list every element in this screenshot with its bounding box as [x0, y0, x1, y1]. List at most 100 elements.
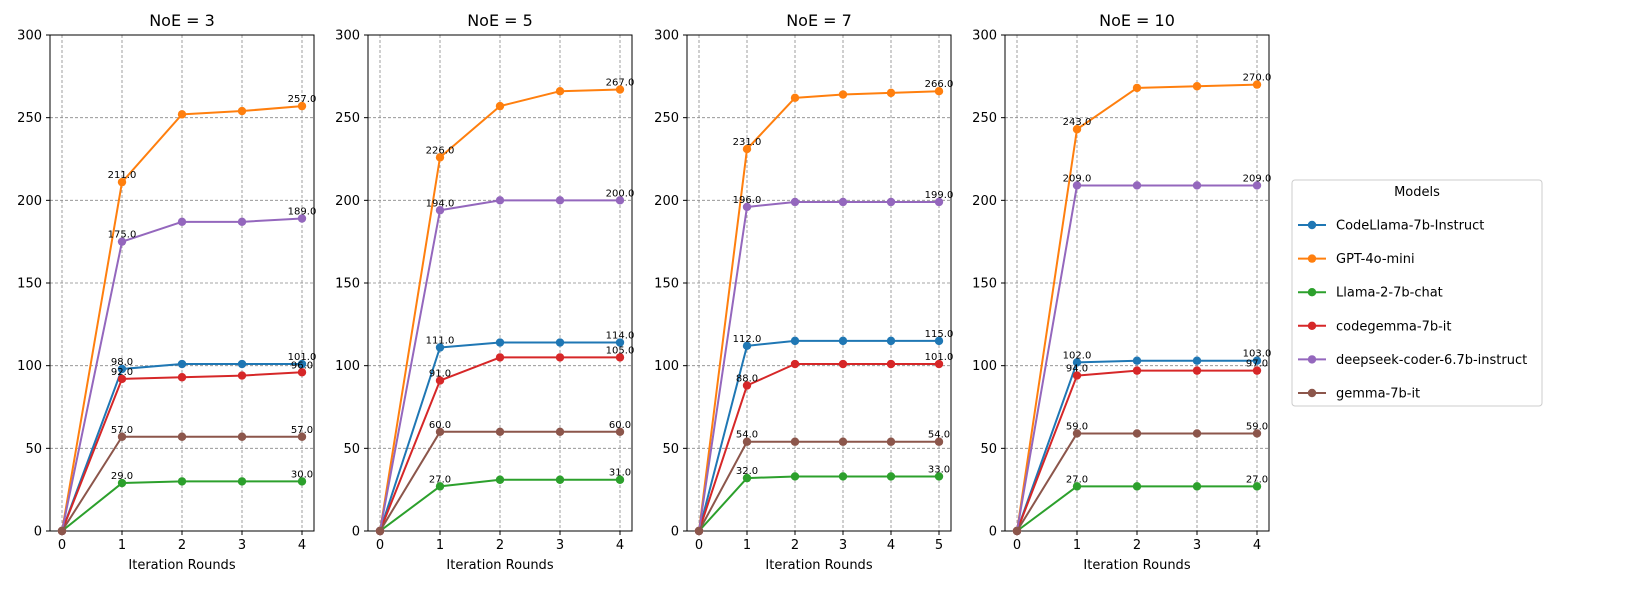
series-codegemma-7b-it: 88.0 101.0 [694, 352, 954, 536]
data-point [435, 376, 445, 385]
data-point [297, 101, 307, 111]
data-label: 199.0 [925, 190, 954, 201]
series-line [698, 90, 940, 532]
data-point [237, 359, 247, 369]
series-gemma-7b-it: 60.0 60.0 [375, 420, 631, 536]
x-tick-label: 1 [436, 538, 444, 553]
data-point [886, 359, 896, 369]
x-tick-label: 4 [616, 538, 624, 553]
data-point [237, 106, 247, 116]
data-label: 96.0 [291, 360, 313, 371]
data-point [838, 472, 848, 481]
panel-title: NoE = 10 [1099, 11, 1175, 30]
data-point [1252, 80, 1262, 89]
series-gpt-4o-mini: 226.0 267.0 [375, 78, 634, 536]
x-tick-label: 2 [791, 538, 799, 553]
panel-title: NoE = 3 [149, 11, 215, 30]
panel-title: NoE = 7 [786, 11, 852, 30]
legend-marker [1307, 355, 1317, 364]
data-point [177, 432, 187, 441]
x-tick-label: 1 [1073, 538, 1081, 553]
series-line [698, 200, 939, 532]
data-point [934, 197, 944, 207]
data-point [555, 427, 565, 436]
series-gpt-4o-mini: 231.0 266.0 [694, 79, 953, 536]
data-point [742, 144, 752, 154]
data-point [1072, 125, 1082, 134]
series-gpt-4o-mini: 211.0 257.0 [57, 94, 316, 536]
series-line [698, 363, 939, 532]
data-point [237, 477, 247, 486]
data-point [117, 374, 127, 384]
data-point [742, 202, 752, 212]
y-tick-label: 100 [654, 359, 679, 374]
data-label: 54.0 [736, 430, 758, 441]
data-label: 114.0 [606, 331, 635, 342]
series-deepseek-coder-6-7b-instruct: 194.0 200.0 [375, 188, 634, 536]
y-tick-label: 150 [654, 277, 679, 292]
data-label: 209.0 [1243, 173, 1272, 184]
data-point [297, 477, 307, 486]
y-tick-label: 0 [671, 525, 679, 540]
data-point [375, 526, 385, 536]
x-axis-label: Iteration Rounds [446, 558, 553, 573]
data-point [177, 373, 187, 382]
series-llama-2-7b-chat: 27.0 31.0 [375, 468, 631, 536]
data-point [615, 353, 625, 362]
y-tick-label: 0 [989, 525, 997, 540]
data-point [1012, 526, 1022, 536]
series-deepseek-coder-6-7b-instruct: 175.0 189.0 [57, 207, 316, 536]
series-line [698, 440, 939, 532]
x-tick-label: 0 [376, 538, 384, 553]
series-line [698, 339, 939, 532]
data-point [886, 336, 896, 346]
data-point [615, 196, 625, 205]
data-label: 60.0 [609, 420, 631, 431]
data-point [886, 437, 896, 446]
data-label: 209.0 [1063, 173, 1092, 184]
y-tick-label: 0 [34, 525, 42, 540]
data-label: 88.0 [736, 374, 758, 385]
data-point [297, 214, 307, 223]
data-label: 59.0 [1066, 421, 1088, 432]
data-label: 175.0 [108, 230, 137, 241]
legend-item-deepseek-coder-6-7b-instruct: deepseek-coder-6.7b-instruct [1298, 353, 1527, 368]
data-point [1132, 356, 1142, 365]
x-tick-label: 2 [178, 538, 186, 553]
data-point [555, 353, 565, 362]
y-tick-label: 200 [17, 194, 42, 209]
legend-title: Models [1394, 185, 1440, 200]
y-tick-label: 200 [972, 194, 997, 209]
data-point [1072, 358, 1082, 367]
data-point [615, 85, 625, 94]
data-label: 115.0 [925, 329, 954, 340]
y-tick-label: 50 [980, 442, 997, 457]
series-line [698, 475, 939, 532]
data-label: 57.0 [111, 425, 133, 436]
x-tick-label: 3 [238, 538, 246, 553]
series-gemma-7b-it: 59.0 59.0 [1012, 421, 1268, 536]
data-label: 101.0 [925, 352, 954, 363]
data-point [934, 336, 944, 346]
x-tick-label: 0 [695, 538, 703, 553]
data-point [615, 427, 625, 436]
data-point [435, 153, 445, 162]
y-tick-label: 100 [972, 359, 997, 374]
data-label: 102.0 [1063, 350, 1092, 361]
data-point [615, 475, 625, 484]
data-point [838, 90, 848, 99]
data-point [1072, 482, 1082, 491]
data-point [177, 110, 187, 119]
legend-marker [1307, 388, 1317, 398]
series-codegemma-7b-it: 94.0 97.0 [1012, 359, 1268, 536]
data-point [790, 93, 800, 103]
data-point [1072, 371, 1082, 380]
data-label: 103.0 [1243, 349, 1272, 360]
data-label: 54.0 [928, 430, 950, 441]
data-label: 32.0 [736, 466, 758, 477]
data-point [1192, 482, 1202, 491]
y-tick-label: 200 [335, 194, 360, 209]
legend-label: codegemma-7b-it [1336, 319, 1452, 334]
legend: Models CodeLlama-7b-Instruct GPT-4o-mini Ll… [1291, 179, 1543, 407]
data-point [742, 437, 752, 446]
